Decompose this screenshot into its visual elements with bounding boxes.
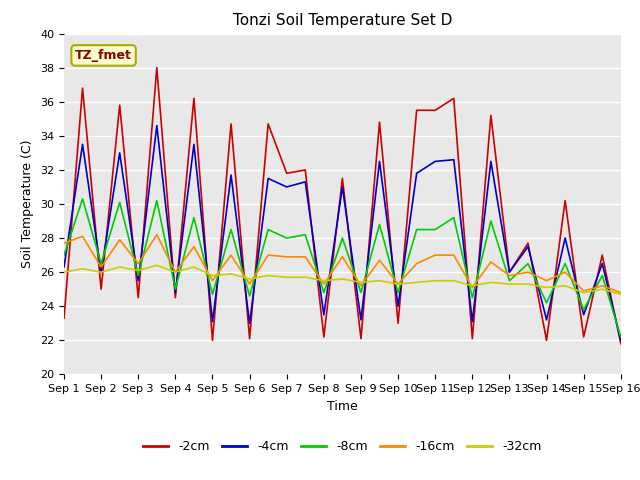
Text: TZ_fmet: TZ_fmet	[75, 49, 132, 62]
X-axis label: Time: Time	[327, 400, 358, 413]
Title: Tonzi Soil Temperature Set D: Tonzi Soil Temperature Set D	[233, 13, 452, 28]
Y-axis label: Soil Temperature (C): Soil Temperature (C)	[22, 140, 35, 268]
Legend: -2cm, -4cm, -8cm, -16cm, -32cm: -2cm, -4cm, -8cm, -16cm, -32cm	[138, 435, 547, 458]
